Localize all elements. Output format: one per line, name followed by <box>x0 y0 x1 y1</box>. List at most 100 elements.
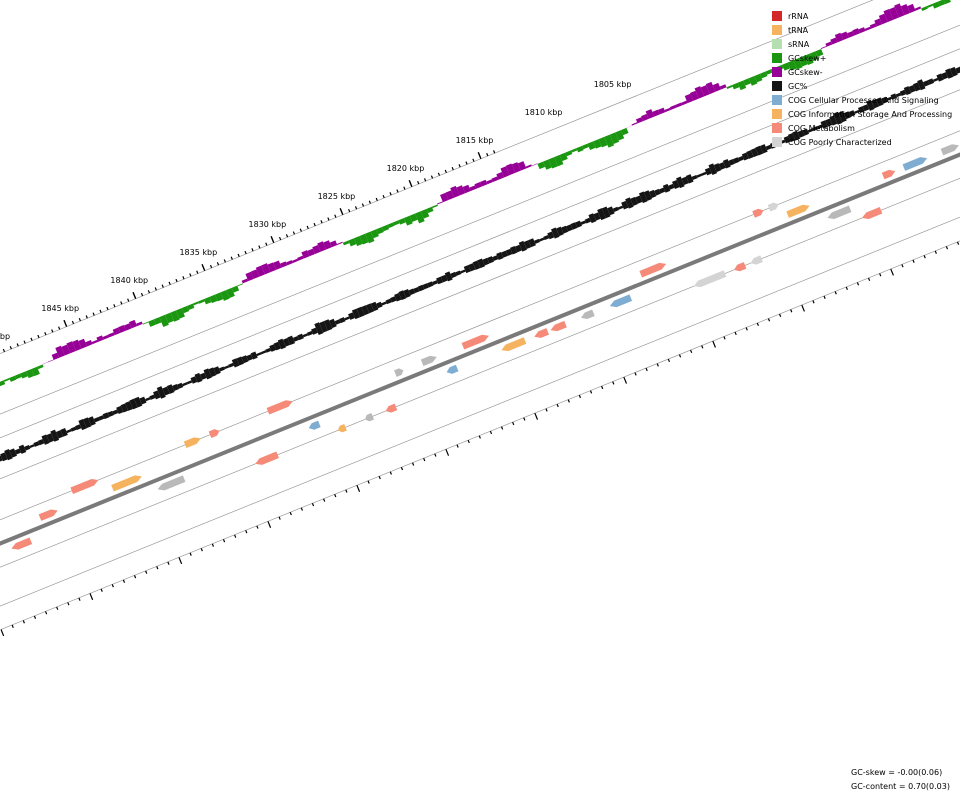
scale-tick <box>127 298 130 302</box>
scale-tick <box>408 180 413 188</box>
gc-skew-positive-bar <box>858 27 866 34</box>
gc-content-bar <box>436 276 444 285</box>
gc-content-bar <box>812 126 818 132</box>
legend-label: GCskew- <box>788 67 823 77</box>
gc-skew-negative-bar <box>548 157 558 169</box>
gc-skew-negative-bar <box>159 314 169 327</box>
gc-content-bar <box>218 366 225 372</box>
track-guide-line <box>0 89 960 480</box>
scale-tick <box>200 548 203 552</box>
scale-tick <box>230 256 233 260</box>
gc-skew-positive-bar <box>51 352 60 360</box>
scale-tick <box>122 579 126 583</box>
gc-content-bar <box>213 366 221 375</box>
gene-arrow <box>266 400 293 415</box>
gc-content-bar <box>55 430 64 439</box>
gc-content-bar <box>825 118 833 127</box>
legend-label: rRNA <box>788 11 809 21</box>
gene-arrow <box>609 294 633 308</box>
scale-tick <box>175 278 178 283</box>
scale-tick <box>445 448 450 456</box>
gc-skew-positive-bar <box>136 321 143 327</box>
track-guide-line <box>0 130 960 521</box>
scale-tick <box>790 309 793 313</box>
gene-arrow <box>38 509 58 521</box>
gc-content-bar <box>802 128 810 136</box>
scale-tick <box>589 390 593 394</box>
gc-content-bar <box>681 176 689 186</box>
gc-skew-positive-bar <box>517 161 527 171</box>
gc-content-bar <box>551 227 560 239</box>
gc-content-bar <box>917 79 926 91</box>
tick-label: 1840 kbp <box>110 276 148 285</box>
gc-skew-negative-bar <box>181 305 190 314</box>
gc-skew-negative-bar <box>381 224 390 232</box>
scale-tick <box>167 561 170 565</box>
gc-content-bar <box>487 256 494 264</box>
gc-content-bar <box>139 396 147 405</box>
gc-content-bar <box>463 265 471 274</box>
gc-skew-negative-bar <box>415 211 425 224</box>
gc-content-bar <box>565 224 573 232</box>
legend-item: tRNA <box>772 23 952 37</box>
gene-arrow <box>940 144 959 156</box>
gc-skew-negative-bar <box>142 321 149 325</box>
tick-label: 1830 kbp <box>249 220 287 229</box>
gc-skew-negative-bar <box>598 136 608 148</box>
gc-skew-negative-bar <box>743 78 751 86</box>
gc-content-bar <box>792 130 801 141</box>
gc-content-bar <box>370 301 379 312</box>
scale-tick <box>285 234 289 238</box>
legend-label: GCskew+ <box>788 53 827 63</box>
gc-content-bar <box>625 197 634 209</box>
gc-skew-negative-bar <box>392 220 400 226</box>
gc-content-bar <box>334 319 341 325</box>
gc-content-bar <box>408 288 416 296</box>
gc-skew-negative-bar <box>14 373 22 380</box>
gc-content-bar <box>107 410 114 418</box>
gc-content-bar <box>287 335 296 345</box>
gc-content-bar <box>361 305 370 316</box>
gc-content-bar <box>820 120 828 129</box>
gc-skew-negative-bar <box>226 287 235 299</box>
gc-skew-positive-bar <box>694 86 705 99</box>
gc-skew-positive-bar <box>664 107 671 113</box>
gc-content-bar <box>854 109 860 114</box>
gc-skew-positive-bar <box>250 269 260 279</box>
scale-tick <box>78 597 81 601</box>
gc-skew-negative-bar <box>765 69 773 75</box>
scale-tick <box>334 494 337 498</box>
gc-content-bar <box>899 89 907 96</box>
gc-skew-positive-bar <box>261 263 271 275</box>
gc-skew-positive-bar <box>317 241 327 252</box>
gc-content-bar <box>153 390 161 400</box>
gc-content-bar <box>518 240 527 252</box>
gc-content-bar <box>807 128 814 133</box>
scale-tick <box>411 462 415 466</box>
scale-tick <box>534 412 539 420</box>
gc-content-bar <box>250 351 258 360</box>
gene-arrow <box>902 157 928 171</box>
scale-tick <box>723 336 726 340</box>
scale-tick <box>234 534 237 538</box>
gc-content-bar <box>348 312 355 320</box>
gc-skew-negative-bar <box>609 132 620 144</box>
gc-skew-positive-bar <box>462 184 471 194</box>
gc-skew-negative-bar <box>932 1 940 9</box>
scale-tick <box>71 320 75 325</box>
scale-tick <box>690 349 693 354</box>
gc-skew-positive-bar <box>669 104 677 110</box>
gc-content-bar <box>848 110 856 117</box>
gc-content-bar <box>256 352 262 357</box>
scale-tick <box>33 615 37 619</box>
gc-content-bar <box>0 452 8 462</box>
scale-ticks: 1850 kbp 1845 kbp 1840 kbp 1835 kbp 1830 kbp… <box>0 80 960 637</box>
scale-tick <box>430 175 434 179</box>
gc-content-bar <box>394 293 402 302</box>
gc-skew-positive-bar <box>241 278 249 284</box>
scale-tick <box>458 164 461 168</box>
scale-tick <box>356 485 361 492</box>
gc-content-bar <box>116 405 124 415</box>
gc-content-bar <box>37 438 45 446</box>
scale-tick <box>879 273 882 277</box>
